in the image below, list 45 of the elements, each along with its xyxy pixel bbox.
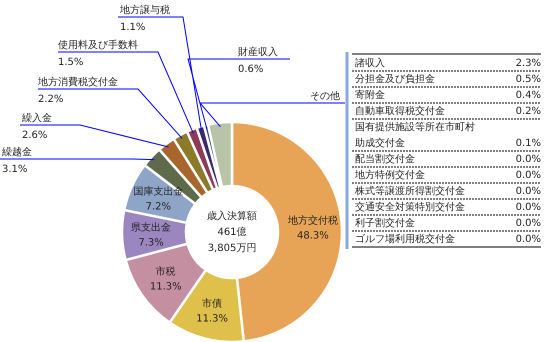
- data-label: 3.1%: [2, 164, 28, 175]
- text: 0.1%: [516, 138, 541, 149]
- slice-label: 財産収入: [238, 46, 278, 58]
- text: 0.0%: [516, 186, 541, 197]
- text: 地方特例交付金: [354, 169, 425, 181]
- slice-label: 地方譲与税: [119, 4, 170, 16]
- slice-label: 地方交付税: [286, 214, 338, 227]
- text: 歳入決算額 461億 3,805万円: [207, 210, 257, 254]
- text: 分担金及び負担金: [355, 73, 435, 85]
- text: 0.2%: [516, 106, 541, 117]
- text: 0.4%: [516, 90, 541, 101]
- text: 寄附金: [355, 89, 385, 101]
- slice-label: 使用料及び手数料: [58, 39, 138, 51]
- data-label: 0.6%: [238, 64, 264, 75]
- text: 自動車取得税交付金: [355, 105, 445, 117]
- text: 0.5%: [516, 74, 541, 85]
- data-label: 11.3%: [150, 282, 182, 293]
- data-label: 2.6%: [22, 130, 48, 141]
- slice-label: 地方消費税交付金: [37, 76, 118, 88]
- text: 配当割交付金: [355, 153, 415, 165]
- text: 諸収入: [355, 57, 385, 69]
- text: 0.0%: [516, 170, 541, 181]
- slice-label: 市債: [202, 298, 222, 310]
- data-label: 2.2%: [38, 94, 64, 105]
- text: ゴルフ場利用税交付金: [355, 233, 455, 245]
- slice-label: その他: [310, 90, 340, 102]
- data-label: 48.3%: [296, 230, 329, 242]
- text: 交通安全対策特別交付金: [355, 201, 465, 213]
- text: 株式等譲渡所得割交付金: [354, 185, 465, 197]
- data-label: 11.3%: [196, 314, 228, 325]
- data-label: 1.5%: [58, 57, 84, 68]
- data-label: 7.3%: [138, 237, 164, 248]
- slice-label: 市税: [156, 266, 176, 278]
- text: 0.0%: [516, 234, 541, 245]
- text: 0.0%: [516, 202, 541, 213]
- text: 0.0%: [516, 218, 541, 229]
- slice-label: 繰入金: [21, 112, 52, 124]
- text: 国有提供施設等所在市町村助成交付金: [355, 121, 475, 149]
- data-label: 7.2%: [146, 201, 171, 212]
- slice-label: 県支出金: [131, 221, 172, 234]
- text: 0.0%: [516, 154, 541, 165]
- text: 2.3%: [516, 58, 541, 69]
- data-label: 1.1%: [120, 22, 146, 33]
- slice-label: 繰越金: [1, 146, 32, 158]
- text: 利子割交付金: [355, 217, 415, 229]
